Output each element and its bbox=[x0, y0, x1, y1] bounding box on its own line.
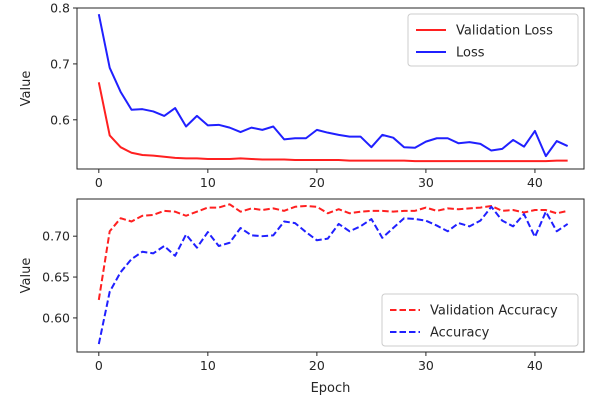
chart-2-y-tick-label: 0.65 bbox=[42, 270, 70, 285]
chart-2-legend-label: Accuracy bbox=[430, 326, 490, 341]
chart-2-legend bbox=[381, 293, 579, 347]
chart-2-x-tick-label: 0 bbox=[95, 358, 103, 373]
chart-2-series-line-accuracy bbox=[97, 205, 569, 345]
chart-1-legend bbox=[407, 13, 579, 67]
chart-1-series-line-validation-loss bbox=[97, 82, 568, 163]
chart-1-plot-frame bbox=[76, 7, 585, 170]
chart-2-x-tick-label: 20 bbox=[309, 358, 325, 373]
chart-1-y-tick-label: 0.6 bbox=[50, 112, 70, 127]
chart-2-legend-label: Validation Accuracy bbox=[430, 304, 558, 319]
chart-1-y-tick-label: 0.7 bbox=[50, 56, 70, 71]
chart-2-x-tick-label: 40 bbox=[527, 358, 543, 373]
chart-2-series-line-validation-accuracy bbox=[97, 203, 568, 301]
chart-2-y-tick-label: 0.70 bbox=[42, 229, 70, 244]
chart-1-x-tick-label: 0 bbox=[95, 175, 103, 190]
chart-2-y-tick-label: 0.60 bbox=[42, 310, 70, 325]
chart-2-y-axis-label: Value bbox=[19, 258, 34, 294]
chart-2-x-tick-label: 10 bbox=[200, 358, 216, 373]
chart-1-legend-label: Validation Loss bbox=[456, 24, 553, 39]
chart-1-y-tick-label: 0.8 bbox=[50, 1, 70, 16]
chart-1-x-tick-label: 20 bbox=[309, 175, 325, 190]
chart-1-x-tick-label: 10 bbox=[200, 175, 216, 190]
chart-1-x-tick-label: 30 bbox=[418, 175, 434, 190]
chart-2-plot-frame bbox=[76, 198, 585, 353]
chart-1-x-tick-label: 40 bbox=[527, 175, 543, 190]
chart-1-y-axis-label: Value bbox=[19, 71, 34, 107]
chart-2-x-axis-label: Epoch bbox=[311, 381, 351, 396]
chart-1-legend-label: Loss bbox=[456, 46, 485, 61]
chart-1-series-line-loss bbox=[97, 13, 569, 158]
chart-2-x-tick-label: 30 bbox=[418, 358, 434, 373]
